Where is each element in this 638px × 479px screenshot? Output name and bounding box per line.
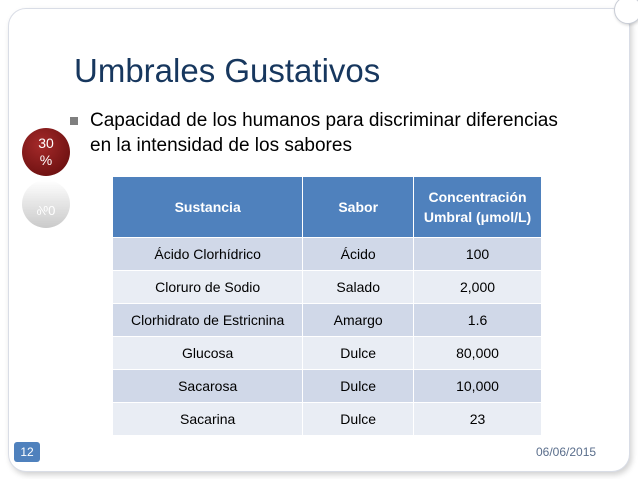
- table-cell: Glucosa: [113, 336, 304, 369]
- bullet-item: Capacidad de los humanos para discrimina…: [70, 108, 570, 158]
- table-cell: 1.6: [414, 303, 541, 336]
- table-cell: 80,000: [414, 336, 541, 369]
- table-cell: Dulce: [303, 369, 415, 402]
- corner-circle-decoration: [614, 0, 638, 24]
- table-row: Sacarosa Dulce 10,000: [113, 369, 541, 402]
- header-sustancia: Sustancia: [113, 177, 304, 237]
- table-row: Cloruro de Sodio Salado 2,000: [113, 270, 541, 303]
- table-cell: Cloruro de Sodio: [113, 270, 304, 303]
- badge-percent-sign: %: [39, 152, 53, 168]
- table-row: Clorhidrato de Estricnina Amargo 1.6: [113, 303, 541, 336]
- page-number: 12: [14, 442, 40, 462]
- table-cell: Sacarina: [113, 402, 304, 435]
- percentage-badge: 30 %: [22, 128, 70, 176]
- table-cell: 10,000: [414, 369, 541, 402]
- table-cell: Dulce: [303, 402, 415, 435]
- badge-number: 30: [38, 135, 54, 151]
- slide-title: Umbrales Gustativos: [74, 52, 381, 89]
- table-row: Sacarina Dulce 23: [113, 402, 541, 435]
- header-concentracion: Concentración Umbral (μmol/L): [414, 177, 541, 237]
- bullet-square-icon: [70, 117, 78, 125]
- table-cell: Clorhidrato de Estricnina: [113, 303, 304, 336]
- table-row: Ácido Clorhídrico Ácido 100: [113, 237, 541, 270]
- table-cell: Ácido: [303, 237, 415, 270]
- bullet-text: Capacidad de los humanos para discrimina…: [90, 110, 558, 156]
- table-cell: 23: [414, 402, 541, 435]
- table-cell: 2,000: [414, 270, 541, 303]
- slide-date: 06/06/2015: [536, 445, 597, 459]
- table-cell: Sacarosa: [113, 369, 304, 402]
- table-header-row: Sustancia Sabor Concentración Umbral (μm…: [113, 177, 541, 237]
- badge-reflection-text: %0: [36, 203, 56, 218]
- badge-reflection: %0: [22, 180, 70, 228]
- header-sabor: Sabor: [303, 177, 415, 237]
- table-cell: Salado: [303, 270, 415, 303]
- taste-threshold-table: Sustancia Sabor Concentración Umbral (μm…: [113, 177, 541, 435]
- table-cell: Dulce: [303, 336, 415, 369]
- table-row: Glucosa Dulce 80,000: [113, 336, 541, 369]
- table-cell: 100: [414, 237, 541, 270]
- table-cell: Ácido Clorhídrico: [113, 237, 304, 270]
- table-cell: Amargo: [303, 303, 415, 336]
